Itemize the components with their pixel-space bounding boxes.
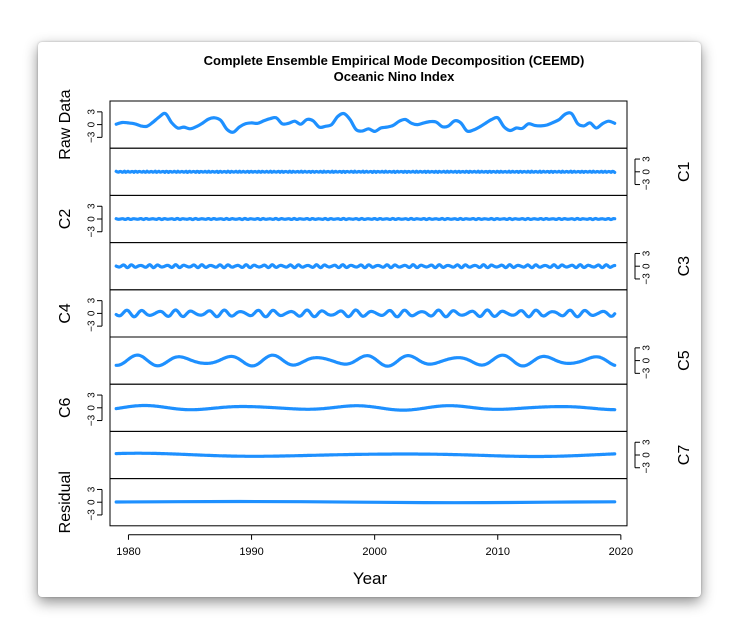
panel-label: C7 [676,445,693,466]
panel-label: C5 [676,350,693,371]
panel-c5: −3 0 3 C5 [109,336,693,385]
panel-c3: −3 0 3 C3 [109,242,693,291]
panel-label: C4 [57,303,74,324]
series-line-c1 [114,169,617,175]
panel-c4: −3 0 3 C4 [57,289,628,338]
series-line-c6 [114,403,617,412]
panel-label: C6 [57,397,74,418]
x-tick-label: 1990 [239,546,263,558]
y-tick-label: 0 [642,169,653,175]
y-tick-label: −3 [642,178,653,190]
y-tick-label: 3 [87,109,98,115]
ceemd-chart: Complete Ensemble Empirical Mode Decompo… [57,53,693,588]
y-tick-label: 0 [642,263,653,269]
chart-title: Complete Ensemble Empirical Mode Decompo… [204,53,585,68]
panel-frame [109,478,628,527]
y-tick-label: 0 [87,121,98,127]
y-tick-label: 3 [642,250,653,256]
y-tick-label: −3 [642,367,653,379]
panel-c7: −3 0 3 C7 [109,430,693,480]
y-tick-label: −3 [87,226,98,238]
chart-subtitle: Oceanic Nino Index [334,69,455,84]
panel-c1: −3 0 3 C1 [109,147,693,196]
series-line-c2 [114,216,617,222]
series-line-c4 [114,308,617,319]
y-tick-label: −3 [87,131,98,143]
panel-label: C2 [57,209,74,230]
panel-residual: −3 0 3 Residual [57,471,628,533]
y-tick-label: 3 [642,345,653,351]
y-tick-label: −3 [87,414,98,426]
y-tick-label: 3 [87,297,98,303]
y-tick-label: 3 [87,203,98,209]
y-tick-label: 3 [642,439,653,445]
panel-label: Residual [57,471,74,533]
y-tick-label: 3 [87,486,98,492]
x-tick-label: 2000 [362,546,386,558]
series-line-c3 [114,263,617,270]
y-tick-label: 0 [87,405,98,411]
panel-raw-data: −3 0 3 Raw Data [57,89,628,160]
y-tick-label: 0 [87,499,98,505]
x-tick-label: 1980 [116,546,140,558]
panels-group: −3 0 3 Raw Data −3 0 3 C1 −3 0 3 C2 −3 0 3 C3 −3 0 3 C4 −3 0 3… [57,89,693,533]
y-tick-label: 3 [87,392,98,398]
y-tick-label: 0 [87,216,98,222]
panel-c2: −3 0 3 C2 [57,194,628,244]
y-tick-label: −3 [87,320,98,332]
y-tick-label: 0 [642,357,653,363]
x-tick-label: 2010 [486,546,510,558]
y-tick-label: 3 [642,156,653,162]
figure-card: Complete Ensemble Empirical Mode Decompo… [38,42,701,597]
series-line-c7 [114,451,617,459]
y-tick-label: −3 [642,462,653,474]
panel-c6: −3 0 3 C6 [57,383,628,432]
y-tick-label: −3 [642,273,653,285]
panel-label: C3 [676,256,693,277]
panel-label: C1 [676,161,693,182]
y-tick-label: −3 [87,509,98,521]
y-tick-label: 0 [642,452,653,458]
series-line-raw-data [114,111,617,134]
series-line-c5 [114,353,617,368]
series-line-residual [114,499,617,505]
x-axis: 1980 1990 2000 2010 2020 [116,534,633,558]
panel-frame [109,336,628,385]
panel-label: Raw Data [57,89,74,159]
x-tick-label: 2020 [609,546,633,558]
x-axis-label: Year [353,569,388,588]
y-tick-label: 0 [87,310,98,316]
